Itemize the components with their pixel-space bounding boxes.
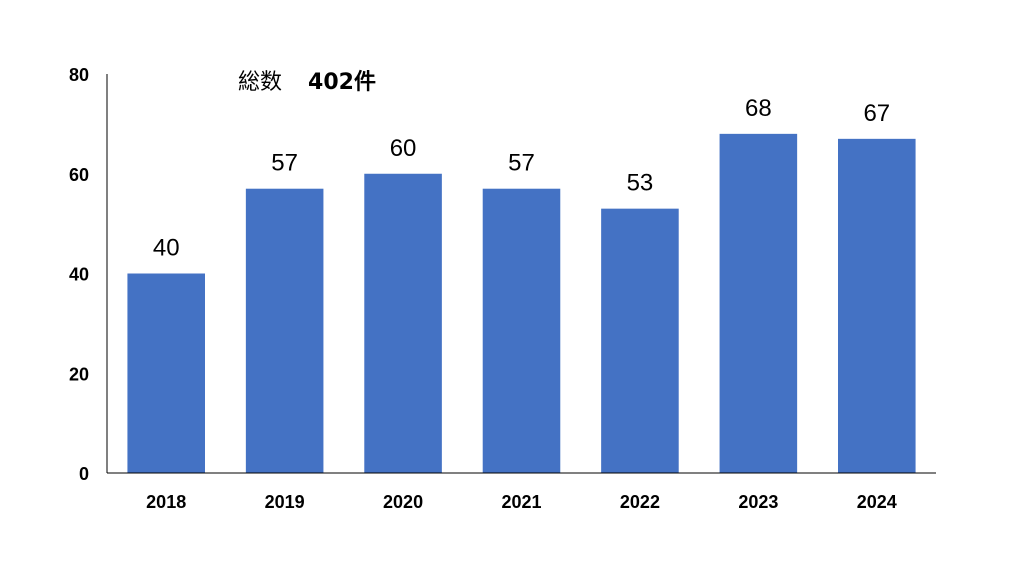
total-value: 402件 bbox=[308, 70, 376, 95]
bar-2022 bbox=[601, 208, 679, 473]
y-tick-label-40: 40 bbox=[69, 265, 89, 285]
bar-2020 bbox=[364, 173, 442, 473]
x-tick-label-2024: 2024 bbox=[857, 492, 897, 512]
data-label-2018: 40 bbox=[153, 235, 180, 262]
y-tick-label-80: 80 bbox=[69, 65, 89, 85]
x-tick-label-2023: 2023 bbox=[738, 492, 778, 512]
data-label-2024: 67 bbox=[863, 100, 890, 127]
total-label: 総数 bbox=[238, 70, 283, 95]
bar-2023 bbox=[719, 133, 798, 473]
total-annotation: 総数 402件 bbox=[238, 64, 376, 96]
y-tick-label-60: 60 bbox=[69, 165, 89, 185]
x-tick-label-2021: 2021 bbox=[501, 492, 541, 512]
bar-2024 bbox=[838, 138, 916, 473]
data-label-2020: 60 bbox=[390, 135, 417, 162]
axes-layer bbox=[106, 74, 936, 474]
data-label-2022: 53 bbox=[627, 170, 654, 197]
bar-2018 bbox=[127, 273, 205, 473]
data-label-2023: 68 bbox=[745, 95, 772, 122]
data-label-2021: 57 bbox=[508, 150, 535, 177]
y-tick-label-0: 0 bbox=[79, 464, 89, 484]
x-tick-label-2022: 2022 bbox=[620, 492, 660, 512]
y-tick-labels-layer: 0 20 40 60 80 bbox=[69, 65, 89, 484]
x-tick-label-2018: 2018 bbox=[146, 492, 186, 512]
x-tick-labels-layer: 2018 2019 2020 2021 2022 2023 2024 bbox=[146, 492, 897, 512]
y-tick-label-20: 20 bbox=[69, 364, 89, 384]
x-tick-label-2019: 2019 bbox=[265, 492, 305, 512]
bars-layer bbox=[127, 133, 916, 473]
bar-2019 bbox=[245, 188, 324, 473]
data-label-2019: 57 bbox=[271, 150, 298, 177]
bar-2021 bbox=[482, 188, 561, 473]
x-tick-label-2020: 2020 bbox=[383, 492, 423, 512]
data-labels-layer: 40 57 60 57 53 68 67 bbox=[153, 95, 890, 262]
